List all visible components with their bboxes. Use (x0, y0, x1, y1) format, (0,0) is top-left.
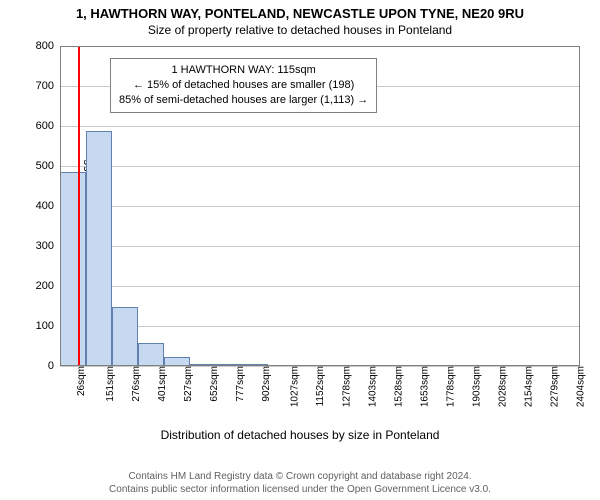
info-box: 1 HAWTHORN WAY: 115sqm ← 15% of detached… (110, 58, 377, 113)
x-tick: 1778sqm (442, 366, 457, 407)
x-tick: 1403sqm (364, 366, 379, 407)
x-tick: 2279sqm (546, 366, 561, 407)
y-tick: 700 (36, 80, 60, 92)
x-tick: 2404sqm (572, 366, 587, 407)
x-tick: 1027sqm (286, 366, 301, 407)
footer-line-2: Contains public sector information licen… (0, 483, 600, 496)
y-tick: 800 (36, 40, 60, 52)
info-line-3: 85% of semi-detached houses are larger (… (119, 93, 368, 108)
x-tick: 652sqm (205, 366, 220, 402)
x-tick: 151sqm (101, 366, 116, 402)
footer: Contains HM Land Registry data © Crown c… (0, 470, 600, 496)
x-tick: 1653sqm (416, 366, 431, 407)
x-tick: 2154sqm (520, 366, 535, 407)
y-tick: 300 (36, 240, 60, 252)
x-tick: 902sqm (257, 366, 272, 402)
x-tick: 1278sqm (338, 366, 353, 407)
chart-title: 1, HAWTHORN WAY, PONTELAND, NEWCASTLE UP… (0, 0, 600, 21)
x-tick: 26sqm (72, 366, 87, 396)
y-tick: 500 (36, 160, 60, 172)
x-axis-label: Distribution of detached houses by size … (0, 428, 600, 442)
x-tick: 777sqm (231, 366, 246, 402)
x-tick: 2028sqm (494, 366, 509, 407)
x-tick: 1903sqm (468, 366, 483, 407)
y-tick: 400 (36, 200, 60, 212)
info-line-1: 1 HAWTHORN WAY: 115sqm (119, 63, 368, 78)
y-tick: 100 (36, 320, 60, 332)
x-tick: 401sqm (153, 366, 168, 402)
y-tick: 200 (36, 280, 60, 292)
plot-area: 0100200300400500600700800 26sqm151sqm276… (60, 46, 580, 366)
footer-line-1: Contains HM Land Registry data © Crown c… (0, 470, 600, 483)
y-tick: 600 (36, 120, 60, 132)
x-tick: 1152sqm (311, 366, 326, 406)
chart-area: Number of detached properties 0100200300… (0, 38, 600, 446)
info-line-2: ← 15% of detached houses are smaller (19… (119, 78, 368, 93)
x-tick: 276sqm (127, 366, 142, 402)
y-tick: 0 (48, 360, 60, 372)
chart-subtitle: Size of property relative to detached ho… (0, 21, 600, 37)
x-tick: 1528sqm (390, 366, 405, 407)
x-tick: 527sqm (179, 366, 194, 402)
